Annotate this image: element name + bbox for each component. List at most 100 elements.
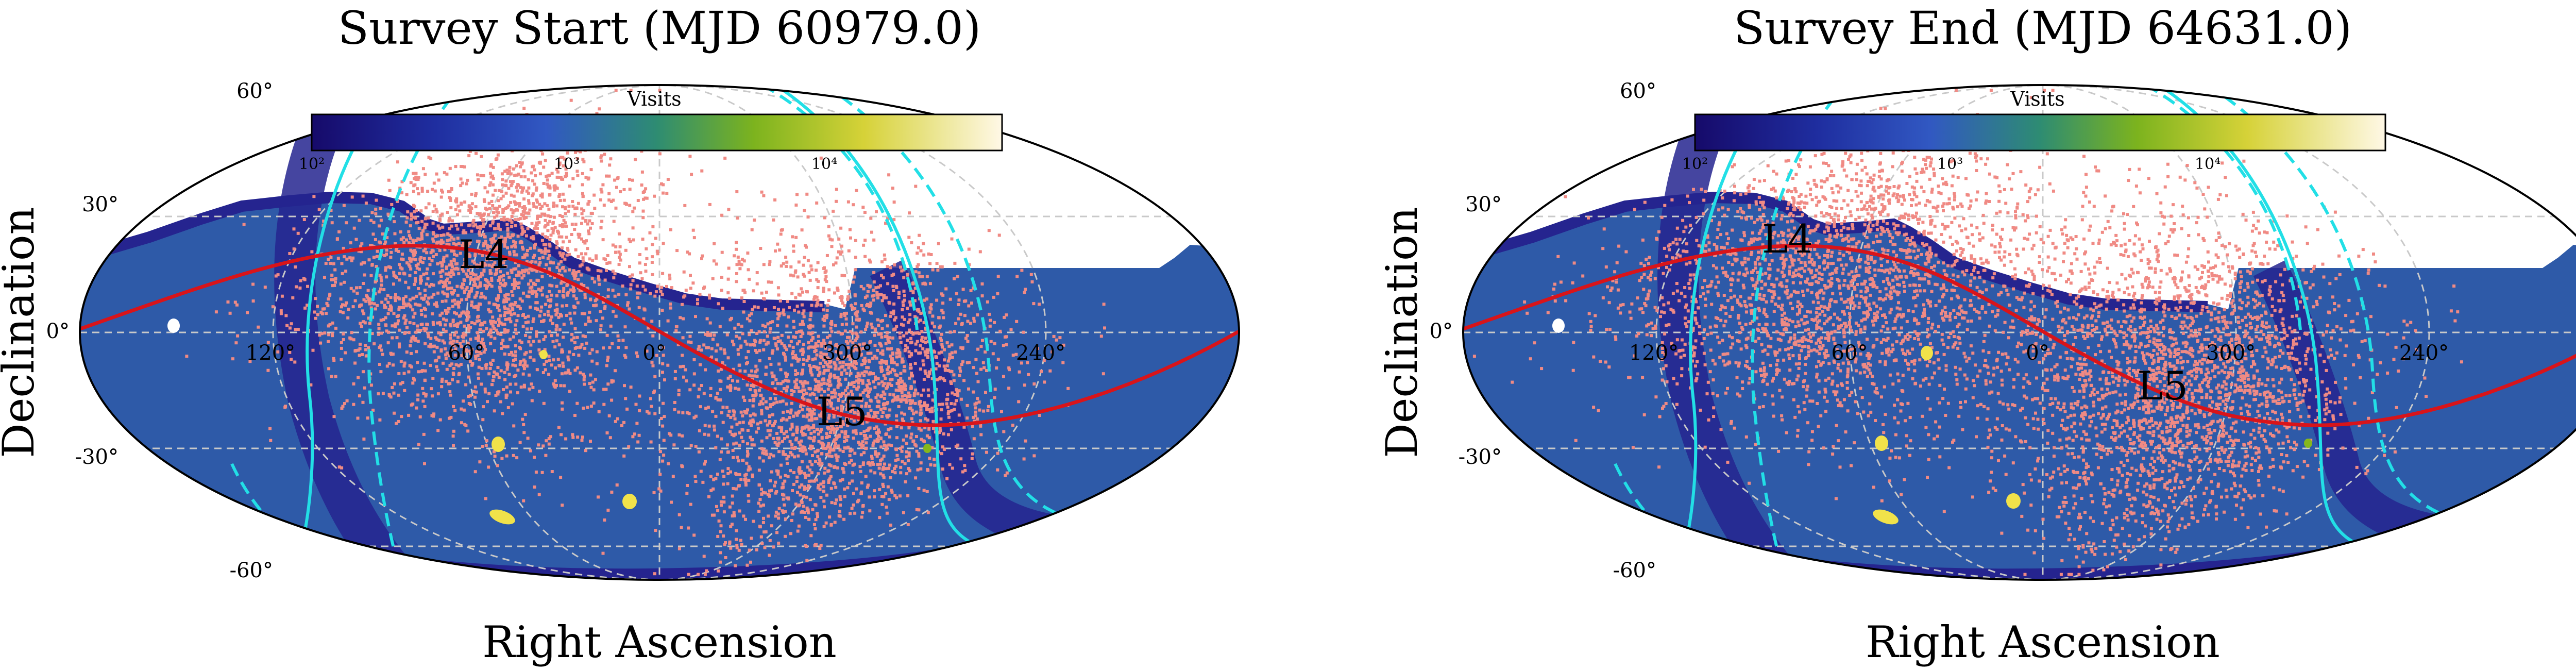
data-point-l4 — [474, 273, 478, 277]
data-point-l4 — [551, 340, 555, 343]
data-point-l4 — [456, 204, 460, 208]
data-point-l5 — [726, 291, 730, 295]
data-point-l4 — [611, 289, 615, 292]
data-point-l5 — [680, 464, 684, 467]
data-point-l5 — [880, 495, 884, 498]
data-point-l5 — [898, 331, 902, 335]
data-point-l5 — [892, 289, 895, 292]
data-point-l5 — [804, 448, 807, 452]
data-point-l4 — [544, 335, 547, 339]
data-point-l4 — [360, 325, 363, 328]
data-point-l5 — [766, 429, 770, 432]
data-point-l4 — [477, 178, 480, 181]
data-point-l4 — [330, 332, 334, 336]
data-point-l4 — [481, 254, 484, 257]
data-point-l5 — [921, 340, 925, 343]
data-point-l4 — [467, 315, 471, 319]
data-point-l5 — [883, 407, 887, 411]
data-point-l4 — [607, 174, 611, 178]
data-point-l4 — [332, 262, 335, 265]
data-point-l4 — [475, 350, 478, 354]
data-point-l5 — [825, 403, 829, 406]
data-point-l5 — [885, 331, 889, 334]
data-point-l5 — [751, 418, 755, 422]
data-point-l5 — [649, 292, 652, 295]
data-point-l4 — [563, 280, 567, 283]
data-point-l5 — [897, 351, 901, 354]
data-point-l4 — [549, 233, 553, 237]
data-point-l5 — [872, 271, 876, 274]
data-point-l4 — [482, 350, 486, 354]
data-point-l5 — [803, 511, 806, 514]
data-point-l5 — [861, 463, 865, 466]
data-point-l5 — [913, 299, 917, 303]
data-point-l5 — [861, 307, 865, 311]
data-point-l4 — [513, 174, 517, 177]
data-point-l4 — [334, 277, 337, 280]
data-point-l5 — [900, 411, 904, 415]
data-point-l4 — [350, 331, 353, 334]
data-point-l4 — [521, 325, 525, 328]
data-point-l5 — [735, 538, 738, 541]
data-point-l4 — [519, 186, 522, 189]
data-point-l5 — [951, 466, 954, 470]
data-point-l4 — [505, 293, 509, 296]
data-point-l4 — [545, 439, 548, 443]
data-point-l5 — [781, 399, 785, 403]
data-point-l5 — [701, 254, 704, 258]
data-point-l5 — [907, 454, 911, 458]
data-point-l4 — [394, 293, 397, 296]
data-point-l4 — [650, 320, 654, 323]
data-point-l4 — [665, 284, 668, 288]
data-point-l4 — [538, 214, 542, 218]
data-point-l4 — [353, 349, 357, 353]
data-point-l4 — [366, 416, 369, 420]
data-point-l5 — [638, 409, 641, 412]
data-point-l5 — [878, 488, 882, 491]
data-point-l4 — [543, 313, 547, 316]
data-point-l4 — [562, 266, 565, 269]
data-point-l5 — [782, 410, 785, 414]
data-point-l5 — [1002, 344, 1005, 347]
data-point-l4 — [553, 188, 556, 192]
data-point-l5 — [988, 312, 991, 316]
data-point-l4 — [409, 339, 413, 343]
data-point-l4 — [455, 312, 459, 315]
data-point-l4 — [529, 305, 532, 309]
data-point-l4 — [452, 343, 456, 347]
data-point-l5 — [824, 368, 827, 372]
data-point-l5 — [866, 351, 870, 355]
data-point-l5 — [906, 346, 909, 350]
data-point-l5 — [912, 439, 916, 443]
data-point-l5 — [795, 437, 799, 440]
data-point-l5 — [797, 467, 801, 471]
data-point-l5 — [927, 375, 930, 378]
data-point-l4 — [453, 354, 457, 357]
data-point-l5 — [868, 258, 871, 262]
data-point-l5 — [714, 396, 718, 400]
data-point-l4 — [731, 379, 734, 382]
data-point-l5 — [834, 344, 838, 347]
data-point-l4 — [558, 269, 561, 272]
data-point-l5 — [926, 404, 929, 407]
data-point-l5 — [771, 349, 775, 353]
data-point-l4 — [577, 236, 581, 239]
data-point-l4 — [372, 256, 376, 259]
data-point-l4 — [518, 161, 521, 164]
data-point-l5 — [948, 353, 952, 357]
data-point-l4 — [490, 265, 494, 269]
data-point-l4 — [414, 271, 417, 274]
data-point-l4 — [496, 298, 499, 302]
data-point-l5 — [776, 382, 779, 386]
data-point-l4 — [419, 278, 422, 282]
data-point-l4 — [499, 333, 503, 336]
data-point-l4 — [642, 317, 646, 321]
data-point-l5 — [952, 373, 956, 377]
data-point-l4 — [235, 303, 239, 307]
data-point-l5 — [912, 380, 916, 384]
data-point-l4 — [420, 313, 423, 316]
data-point-l5 — [794, 502, 798, 506]
data-point-l5 — [933, 458, 936, 461]
data-point-l5 — [722, 500, 726, 504]
data-point-l4 — [493, 349, 496, 353]
